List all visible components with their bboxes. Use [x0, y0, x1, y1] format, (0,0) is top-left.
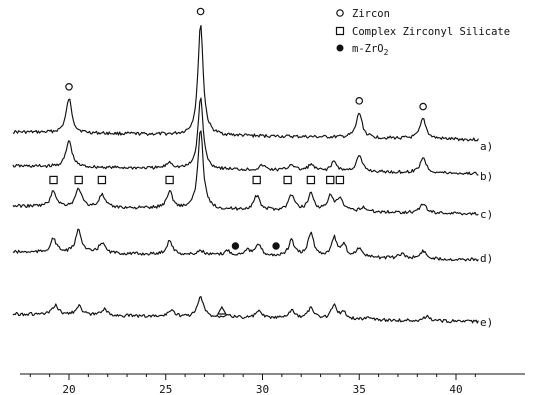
trace-a	[12, 24, 479, 142]
x-axis: 20 25 30 35 40	[20, 373, 525, 395]
legend-square-open-symbol	[335, 26, 345, 36]
marker-c-square-open-1	[74, 175, 83, 185]
legend-circle-filled-label: m-ZrO2	[352, 43, 389, 57]
marker-c-square-open-0	[49, 175, 58, 185]
trace-e	[12, 296, 479, 324]
curve-label-a: a)	[480, 140, 493, 153]
curve-labels: a) b) c) d) e)	[480, 140, 493, 329]
marker-c-square-open-7	[326, 175, 335, 185]
curve-label-b: b)	[480, 170, 493, 183]
marker-e-triangle-open-0	[216, 305, 227, 315]
marker-c-square-open-2	[97, 175, 107, 185]
trace-d	[12, 228, 479, 262]
marker-c-square-open-3	[165, 175, 174, 185]
marker-c-square-open-4	[252, 175, 261, 185]
marker-d-circle-filled-1	[272, 242, 280, 250]
x-tick-label-35: 35	[353, 383, 366, 395]
marker-c-square-open-6	[306, 175, 316, 185]
x-tick-label-25: 25	[159, 383, 172, 395]
curve-label-d: d)	[480, 252, 493, 265]
marker-c-square-open-5	[283, 175, 292, 185]
marker-a-circle-open-2	[355, 97, 364, 105]
marker-c-square-open-8	[335, 175, 345, 185]
curve-label-c: c)	[480, 208, 493, 221]
legend-circle-filled-symbol	[336, 44, 344, 52]
marker-a-circle-open-0	[65, 82, 73, 91]
curve-label-e: e)	[480, 316, 493, 329]
x-tick-label-20: 20	[62, 383, 75, 395]
marker-a-circle-open-3	[419, 102, 427, 111]
marker-d-circle-filled-0	[231, 242, 240, 250]
xrd-traces	[12, 24, 479, 324]
legend-circle-open-label: Zircon	[352, 8, 390, 20]
trace-b	[12, 97, 479, 176]
phase-markers	[49, 7, 427, 315]
x-tick-label-30: 30	[256, 383, 269, 395]
legend-circle-open-symbol	[336, 9, 344, 17]
trace-c	[12, 130, 479, 216]
marker-a-circle-open-1	[196, 7, 205, 16]
x-tick-label-40: 40	[449, 383, 462, 395]
legend-square-open-label: Complex Zirconyl Silicate	[352, 26, 510, 38]
legend: Zircon Complex Zirconyl Silicate m-ZrO2	[335, 8, 510, 57]
